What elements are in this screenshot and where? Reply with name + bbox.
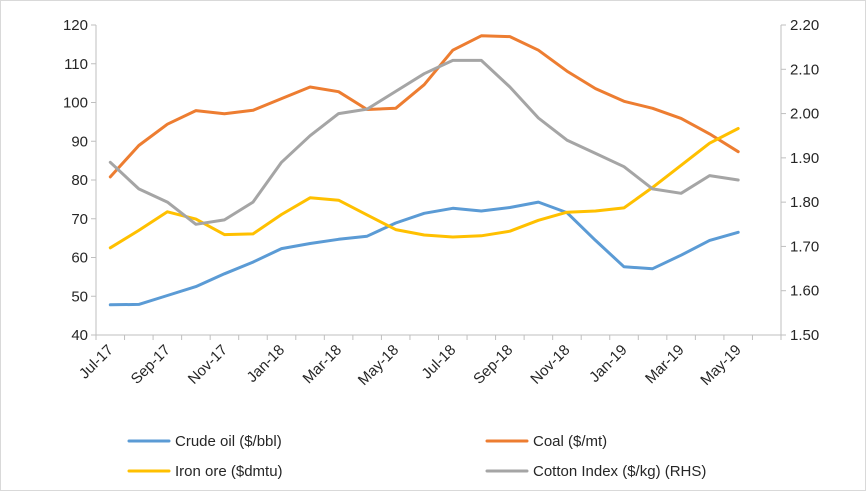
x-tick-label: Jul-18 [418, 342, 459, 383]
right-tick-label: 1.70 [790, 238, 819, 255]
series-line-4 [108, 58, 740, 226]
x-tick-label: May-18 [355, 342, 402, 389]
series-line-3 [108, 127, 740, 250]
x-tick-label: Nov-17 [185, 342, 231, 388]
x-tick-label: Sep-18 [470, 342, 516, 388]
series-line-1 [108, 200, 740, 307]
left-tick-label: 70 [71, 211, 88, 228]
right-tick-label: 1.90 [790, 150, 819, 167]
left-tick-label: 110 [64, 56, 88, 73]
left-tick-label: 100 [63, 95, 88, 112]
left-tick-label: 50 [71, 288, 88, 305]
right-tick-label: 2.20 [790, 17, 819, 34]
left-axis-ticks: 40 50 60 70 80 90 100 110 120 [63, 17, 96, 344]
x-axis-ticks: Jul-17 Sep-17 Nov-17 Jan-18 Mar-18 May-18 Jul-… [76, 335, 782, 389]
x-tick-label: Mar-18 [300, 342, 346, 388]
left-tick-label: 80 [71, 172, 88, 189]
x-tick-label: Jul-17 [76, 342, 117, 383]
right-tick-label: 1.50 [790, 327, 819, 344]
legend-label: Coal ($/mt) [533, 433, 607, 450]
left-tick-label: 90 [71, 133, 88, 150]
x-tick-label: May-19 [697, 342, 744, 389]
x-tick-label: Mar-19 [642, 342, 688, 388]
chart-axes [95, 25, 782, 336]
right-tick-label: 1.60 [790, 283, 819, 300]
series-line-2 [108, 34, 740, 179]
legend-label: Cotton Index ($/kg) (RHS) [533, 463, 706, 480]
left-tick-label: 60 [71, 250, 88, 267]
x-tick-label: Sep-17 [128, 342, 174, 388]
legend-label: Iron ore ($dmtu) [175, 463, 283, 480]
right-tick-label: 1.80 [790, 194, 819, 211]
x-tick-label: Jan-19 [586, 342, 630, 386]
right-tick-label: 2.00 [790, 106, 819, 123]
series-lines [108, 34, 740, 307]
legend-label: Crude oil ($/bbl) [175, 433, 282, 450]
chart-legend: Crude oil ($/bbl) Coal ($/mt) Iron ore ($d… [127, 433, 706, 480]
right-axis-ticks: 1.50 1.60 1.70 1.80 1.90 2.00 2.10 2.20 [781, 17, 819, 344]
left-tick-label: 120 [63, 17, 88, 34]
x-tick-label: Jan-18 [244, 342, 288, 386]
x-tick-label: Nov-18 [527, 342, 573, 388]
right-tick-label: 2.10 [790, 61, 819, 78]
left-tick-label: 40 [71, 327, 88, 344]
